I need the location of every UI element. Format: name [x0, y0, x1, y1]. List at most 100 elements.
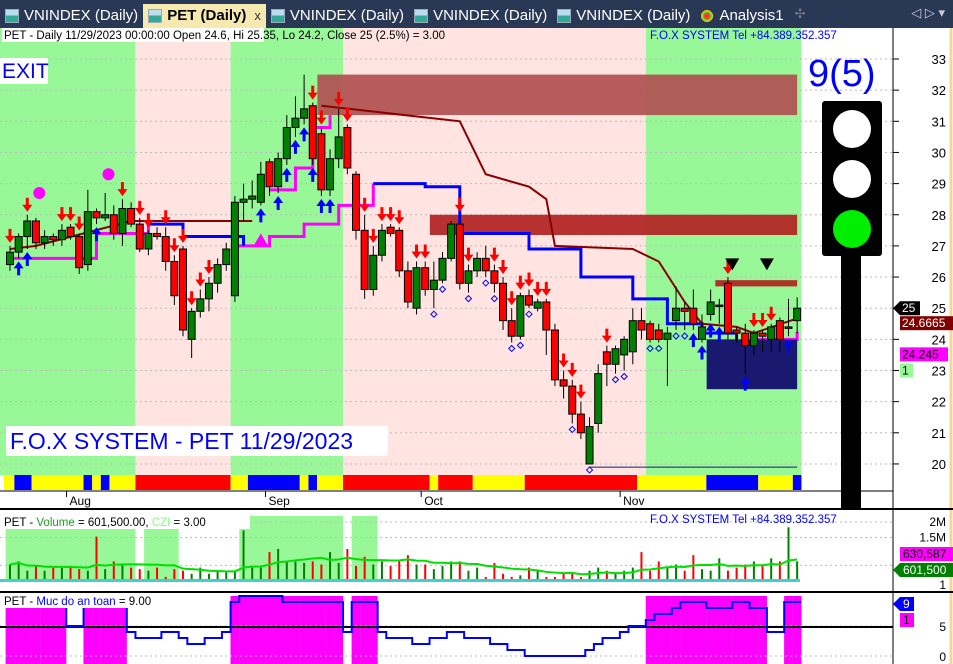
- tab-0[interactable]: VNINDEX (Daily): [0, 4, 143, 28]
- sell-arrow-icon: [22, 197, 33, 212]
- sell-arrow-icon: [117, 182, 128, 197]
- volume-tick: 1: [939, 578, 946, 592]
- candle-up: [230, 201, 239, 297]
- candle-down: [421, 267, 430, 291]
- sell-arrow-icon: [757, 313, 768, 328]
- sell-arrow-icon: [203, 260, 214, 275]
- exit-bg: [0, 58, 48, 84]
- trend-bar-red: [524, 475, 638, 490]
- tab-nav-arrows[interactable]: ◁ ▷ ▾: [911, 5, 945, 20]
- buy-arrow-icon: [714, 326, 725, 341]
- sell-arrow-icon: [169, 238, 180, 253]
- tab-5[interactable]: Analysis1: [695, 4, 788, 28]
- tab-label: VNINDEX (Daily): [289, 7, 405, 24]
- chart-icon: [414, 8, 429, 23]
- tab-3[interactable]: VNINDEX (Daily): [409, 4, 552, 28]
- exit-label: EXIT: [2, 60, 49, 83]
- candle-down: [92, 211, 101, 219]
- tab-close-icon[interactable]: x: [254, 8, 261, 23]
- volume-title-part: PET -: [4, 517, 36, 529]
- sell-arrow-icon: [515, 275, 526, 290]
- candle-up: [447, 223, 456, 259]
- trend-bar-blue: [308, 475, 318, 490]
- safety-title-part: Muc do an toan: [36, 596, 115, 608]
- candle-up: [6, 251, 14, 266]
- buy-arrow-icon: [255, 208, 266, 223]
- diamond-icon: [482, 279, 490, 287]
- candle-up: [291, 117, 300, 129]
- buy-arrow-icon: [299, 127, 310, 142]
- new-tab-icon[interactable]: ✣: [794, 6, 806, 21]
- trend-bar-red: [343, 475, 430, 490]
- sell-arrow-icon: [498, 260, 509, 275]
- price-tick: 28: [932, 208, 946, 223]
- sell-arrow-icon: [524, 272, 534, 287]
- trend-bar-yellow: [109, 475, 136, 490]
- trend-bar-yellow: [31, 475, 84, 490]
- sell-arrow-icon: [454, 197, 465, 212]
- trend-bar-yellow: [230, 475, 248, 490]
- tab-1[interactable]: PET (Daily) x: [143, 3, 266, 28]
- safety-zone: [118, 596, 127, 664]
- candle-down: [758, 332, 767, 337]
- sell-arrow-icon: [558, 353, 569, 368]
- candle-down: [637, 320, 646, 331]
- price-tick: 22: [932, 395, 946, 410]
- trend-bar-yellow: [758, 475, 793, 490]
- safety-zone: [100, 596, 110, 664]
- trend-bar-red: [135, 475, 231, 490]
- candle-up: [698, 326, 706, 340]
- diamond-icon: [516, 341, 525, 350]
- chart-area[interactable]: 33 32 31 30 29 28 27 26 25 24 23 22 21 20 Aug Sep Oct Nov…: [0, 28, 953, 664]
- candle-down: [343, 127, 352, 169]
- trend-bar-blue: [100, 475, 110, 490]
- safety-zone: [732, 596, 741, 664]
- candle-down: [646, 323, 655, 340]
- sell-arrow-icon: [134, 200, 145, 215]
- month-label: Oct: [424, 494, 443, 508]
- candle-down: [507, 320, 516, 337]
- candle-up: [14, 236, 23, 253]
- safety-zone: [256, 596, 266, 664]
- tab-4[interactable]: VNINDEX (Daily): [552, 4, 695, 28]
- candle-up: [516, 295, 525, 337]
- safety-zone: [48, 596, 58, 664]
- candle-up: [464, 270, 473, 284]
- candle-up: [213, 264, 222, 284]
- candle-down: [352, 173, 360, 231]
- safety-zone: [723, 596, 733, 664]
- candle-down: [308, 105, 317, 160]
- tab-2[interactable]: VNINDEX (Daily): [266, 4, 409, 28]
- safety-zone: [654, 596, 664, 664]
- candle-down: [455, 223, 464, 284]
- volume-badge-bg: [893, 563, 953, 577]
- safety-zone: [265, 596, 274, 664]
- sell-arrow-icon: [195, 272, 206, 287]
- safety-zone: [688, 596, 698, 664]
- safety-zone: [784, 596, 793, 664]
- diamond-icon: [430, 310, 438, 318]
- candle-down: [680, 307, 689, 312]
- resistance-zone: [429, 214, 798, 235]
- price-tick: 23: [932, 364, 946, 379]
- sell-arrow-icon: [5, 228, 15, 243]
- safety-zone: [317, 596, 326, 664]
- sell-arrow-icon: [541, 281, 552, 296]
- volume-title: PET - Volume = 601,500.00, CZI = 3.00: [4, 517, 206, 529]
- candle-up: [256, 173, 265, 203]
- trend-bar-blue: [14, 475, 32, 490]
- safety-zone: [714, 596, 724, 664]
- sell-arrow-icon: [575, 384, 586, 399]
- candle-up: [585, 426, 594, 465]
- candle-up: [187, 310, 196, 340]
- traffic-pole: [841, 228, 861, 508]
- price-tick: 21: [932, 426, 946, 441]
- candle-down: [170, 260, 179, 297]
- sell-arrow-icon: [316, 110, 327, 125]
- price-badge-bg: [900, 316, 953, 331]
- candle-up: [83, 211, 92, 266]
- safety-title-part: = 9.00: [116, 596, 152, 608]
- candle-up: [594, 373, 603, 424]
- price-tick: 31: [932, 114, 946, 129]
- sell-arrow-icon: [160, 210, 171, 225]
